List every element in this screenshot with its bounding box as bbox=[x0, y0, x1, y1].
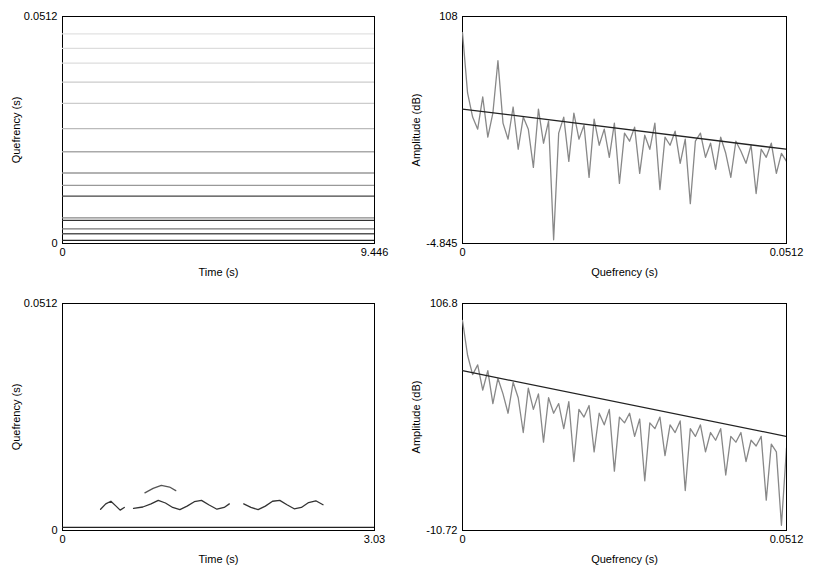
svg-text:0.0512: 0.0512 bbox=[24, 297, 58, 309]
svg-text:Time (s): Time (s) bbox=[199, 266, 239, 278]
svg-text:Quefrency (s): Quefrency (s) bbox=[591, 266, 658, 278]
svg-text:Time (s): Time (s) bbox=[199, 553, 239, 565]
svg-text:0: 0 bbox=[51, 237, 57, 249]
svg-text:0: 0 bbox=[459, 246, 465, 258]
svg-text:0.0512: 0.0512 bbox=[770, 533, 804, 545]
svg-text:0: 0 bbox=[59, 533, 65, 545]
svg-text:0.0512: 0.0512 bbox=[24, 10, 58, 22]
svg-text:0: 0 bbox=[59, 246, 65, 258]
svg-text:108: 108 bbox=[439, 10, 457, 22]
svg-text:Amplitude (dB): Amplitude (dB) bbox=[410, 381, 422, 454]
svg-text:0: 0 bbox=[51, 524, 57, 536]
svg-text:Quefrency (s): Quefrency (s) bbox=[10, 384, 22, 451]
svg-text:9.446: 9.446 bbox=[361, 246, 389, 258]
svg-text:0: 0 bbox=[459, 533, 465, 545]
svg-text:0.0512: 0.0512 bbox=[770, 246, 804, 258]
svg-text:Quefrency (s): Quefrency (s) bbox=[591, 553, 658, 565]
svg-text:3.03: 3.03 bbox=[364, 533, 385, 545]
svg-text:Amplitude (dB): Amplitude (dB) bbox=[410, 94, 422, 167]
svg-text:Quefrency (s): Quefrency (s) bbox=[10, 97, 22, 164]
svg-text:-10.72: -10.72 bbox=[426, 524, 457, 536]
svg-text:-4.845: -4.845 bbox=[426, 237, 457, 249]
svg-text:106.8: 106.8 bbox=[430, 297, 458, 309]
